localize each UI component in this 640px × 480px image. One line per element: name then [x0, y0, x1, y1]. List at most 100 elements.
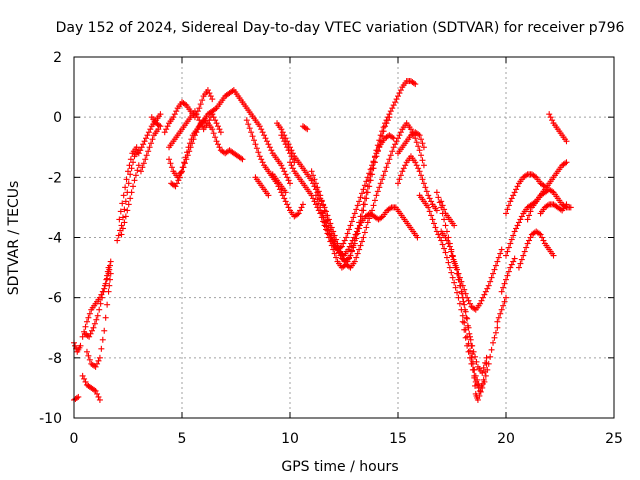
- data-point: [261, 132, 268, 139]
- data-point: [415, 143, 422, 150]
- data-point: [119, 225, 126, 232]
- data-point: [209, 126, 216, 133]
- data-point: [504, 206, 511, 213]
- data-point: [85, 314, 92, 321]
- data-point: [563, 159, 570, 166]
- data-point: [428, 198, 435, 205]
- data-point: [98, 345, 105, 352]
- data-point: [314, 196, 321, 203]
- data-point: [299, 201, 306, 208]
- data-point: [492, 329, 499, 336]
- data-point: [157, 123, 164, 130]
- data-point: [386, 114, 393, 121]
- data-point: [123, 176, 130, 183]
- data-point: [418, 172, 425, 179]
- data-point: [155, 122, 162, 129]
- data-point: [485, 282, 492, 289]
- data-point: [117, 208, 124, 215]
- data-point: [323, 222, 330, 229]
- data-point: [181, 101, 188, 108]
- data-point: [86, 310, 93, 317]
- data-point: [315, 200, 322, 207]
- data-point: [202, 117, 209, 124]
- data-point: [523, 244, 530, 251]
- data-point: [376, 144, 383, 151]
- data-point: [397, 87, 404, 94]
- data-point: [501, 280, 508, 287]
- data-point: [412, 81, 419, 88]
- data-point: [354, 202, 361, 209]
- data-point: [505, 244, 512, 251]
- data-point: [378, 214, 385, 221]
- data-point: [353, 228, 360, 235]
- data-point: [256, 123, 263, 130]
- data-point: [494, 324, 501, 331]
- data-point: [507, 240, 514, 247]
- data-point: [345, 246, 352, 253]
- data-point: [514, 222, 521, 229]
- data-point: [216, 144, 223, 151]
- data-point: [352, 231, 359, 238]
- data-point: [487, 278, 494, 285]
- y-tick-labels: -10 -8 -6 -4 -2 0 2: [39, 50, 62, 427]
- data-point: [308, 177, 315, 184]
- data-point: [133, 144, 140, 151]
- data-point: [515, 219, 522, 226]
- data-point: [503, 252, 509, 259]
- data-point: [351, 234, 358, 241]
- data-point: [479, 294, 486, 301]
- data-point: [319, 210, 326, 217]
- data-point: [464, 315, 471, 322]
- data-point: [94, 390, 101, 397]
- data-point: [333, 254, 340, 261]
- data-point: [311, 183, 318, 190]
- data-point: [511, 228, 518, 235]
- data-point: [210, 114, 217, 121]
- data-point: [179, 164, 186, 171]
- data-point: [507, 264, 514, 271]
- data-point: [419, 140, 426, 147]
- data-point: [382, 123, 389, 130]
- data-point: [146, 144, 153, 151]
- y-axis-label: SDTVAR / TECUs: [6, 181, 22, 296]
- data-point: [85, 352, 92, 359]
- data-point: [450, 256, 457, 263]
- data-point: [441, 206, 448, 213]
- data-point: [549, 117, 556, 124]
- data-point: [360, 186, 367, 193]
- data-point: [416, 168, 423, 175]
- data-point: [325, 216, 332, 223]
- data-point: [435, 231, 442, 238]
- data-point: [114, 237, 121, 244]
- data-point: [125, 168, 131, 175]
- data-point: [284, 144, 291, 151]
- data-point: [346, 226, 353, 233]
- data-point: [562, 160, 569, 167]
- data-point: [176, 174, 183, 181]
- data-point: [460, 298, 467, 305]
- data-point: [511, 189, 518, 196]
- data-point: [563, 201, 570, 208]
- data-point: [96, 396, 103, 403]
- data-point: [410, 80, 417, 87]
- data-point: [467, 354, 473, 361]
- data-point: [121, 206, 128, 213]
- data-point: [413, 139, 420, 146]
- data-point: [288, 153, 295, 160]
- data-point: [359, 190, 365, 197]
- data-point: [390, 144, 397, 151]
- data-point: [344, 230, 351, 237]
- data-point: [361, 229, 368, 236]
- data-point: [376, 184, 383, 191]
- data-point: [419, 157, 426, 164]
- data-point: [383, 120, 390, 127]
- data-point: [255, 149, 262, 156]
- data-point: [416, 147, 423, 154]
- data-point: [147, 126, 154, 133]
- data-point: [518, 256, 525, 263]
- data-point: [349, 237, 356, 244]
- data-point: [468, 360, 475, 367]
- data-point: [446, 264, 453, 271]
- data-point: [209, 96, 216, 103]
- data-point: [510, 258, 517, 265]
